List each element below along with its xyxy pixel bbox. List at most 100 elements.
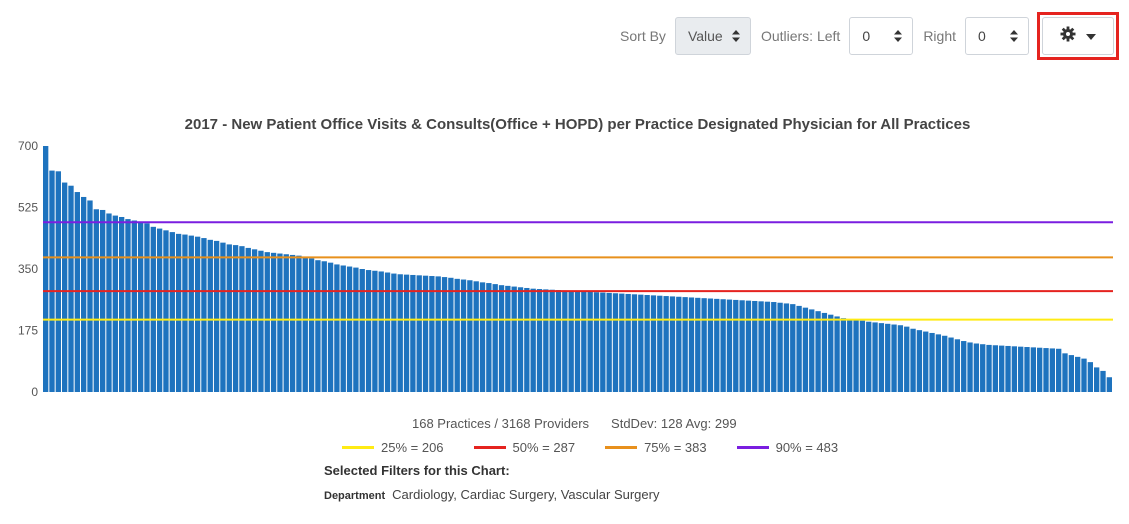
bar[interactable] (562, 290, 568, 392)
bar[interactable] (163, 230, 169, 392)
bar[interactable] (144, 223, 150, 392)
bar[interactable] (486, 283, 492, 392)
bar[interactable] (967, 342, 973, 392)
bar[interactable] (340, 265, 346, 392)
bar[interactable] (1094, 367, 1100, 392)
bar[interactable] (733, 299, 739, 392)
bar[interactable] (593, 292, 600, 392)
bar[interactable] (106, 213, 112, 392)
bar[interactable] (986, 344, 992, 392)
bar[interactable] (327, 262, 334, 392)
bar[interactable] (885, 323, 891, 392)
bar[interactable] (790, 304, 796, 392)
bar[interactable] (536, 289, 543, 392)
bar[interactable] (815, 311, 821, 392)
bar[interactable] (688, 297, 695, 392)
bar[interactable] (802, 307, 809, 392)
bar[interactable] (68, 185, 74, 392)
bar[interactable] (251, 249, 258, 392)
bar[interactable] (125, 219, 131, 392)
bar[interactable] (283, 254, 289, 392)
bar[interactable] (701, 298, 707, 392)
bar[interactable] (467, 280, 473, 392)
bar[interactable] (43, 146, 49, 392)
bar[interactable] (156, 228, 163, 392)
bar[interactable] (378, 271, 384, 392)
bar[interactable] (169, 232, 175, 392)
bar[interactable] (657, 295, 663, 392)
bar[interactable] (840, 318, 847, 392)
bar[interactable] (942, 335, 948, 392)
bar[interactable] (1081, 358, 1087, 392)
bar[interactable] (638, 294, 644, 392)
bar[interactable] (511, 286, 517, 392)
bar[interactable] (194, 236, 201, 392)
bar[interactable] (644, 295, 650, 392)
bar[interactable] (118, 216, 125, 392)
bar[interactable] (270, 252, 277, 392)
bar[interactable] (663, 296, 669, 392)
bar[interactable] (1043, 348, 1049, 392)
bar[interactable] (391, 273, 397, 392)
bar[interactable] (859, 320, 866, 392)
bar[interactable] (213, 240, 220, 392)
bar[interactable] (631, 294, 638, 392)
bar[interactable] (530, 288, 536, 392)
bar[interactable] (207, 239, 213, 392)
bar[interactable] (999, 345, 1005, 392)
bar[interactable] (625, 293, 631, 392)
bar[interactable] (714, 298, 720, 392)
bar[interactable] (150, 226, 156, 392)
bar[interactable] (1030, 347, 1037, 392)
bar[interactable] (182, 234, 188, 392)
bar[interactable] (353, 267, 359, 392)
bar[interactable] (961, 341, 967, 392)
bar[interactable] (346, 266, 353, 392)
bar[interactable] (1075, 356, 1081, 392)
bar[interactable] (308, 258, 315, 392)
bar[interactable] (847, 319, 853, 392)
bar[interactable] (410, 274, 416, 392)
bar[interactable] (600, 292, 606, 392)
bar[interactable] (752, 300, 758, 392)
bar[interactable] (758, 301, 764, 392)
bar[interactable] (1011, 346, 1018, 392)
bar[interactable] (891, 324, 897, 392)
bar[interactable] (441, 277, 448, 392)
bar[interactable] (948, 337, 954, 392)
legend-item[interactable]: 25% = 206 (342, 440, 444, 455)
bar[interactable] (315, 260, 321, 392)
bar[interactable] (87, 200, 93, 392)
bar[interactable] (201, 238, 207, 392)
bar[interactable] (372, 270, 378, 392)
bar[interactable] (720, 299, 726, 392)
bar[interactable] (834, 316, 840, 392)
bar[interactable] (422, 275, 429, 392)
bar[interactable] (397, 274, 403, 392)
bar[interactable] (1024, 347, 1030, 392)
bar[interactable] (258, 250, 264, 392)
bar[interactable] (897, 325, 904, 392)
bar[interactable] (448, 277, 454, 392)
bar[interactable] (1018, 346, 1024, 392)
bar[interactable] (498, 285, 505, 392)
bar[interactable] (992, 345, 999, 392)
bar[interactable] (1068, 355, 1075, 392)
bar[interactable] (739, 300, 745, 392)
bar[interactable] (429, 276, 435, 392)
bar[interactable] (454, 278, 460, 392)
bar[interactable] (878, 323, 885, 392)
bar[interactable] (612, 293, 619, 392)
bar[interactable] (676, 296, 682, 392)
bar[interactable] (581, 291, 587, 392)
bar[interactable] (384, 272, 391, 392)
bar[interactable] (460, 279, 467, 392)
bar[interactable] (226, 244, 232, 392)
bar[interactable] (505, 285, 511, 392)
bar[interactable] (289, 254, 296, 392)
bar[interactable] (435, 276, 441, 392)
bar[interactable] (549, 289, 555, 392)
bar[interactable] (232, 245, 239, 392)
bar[interactable] (853, 319, 859, 392)
bar[interactable] (1056, 348, 1062, 392)
